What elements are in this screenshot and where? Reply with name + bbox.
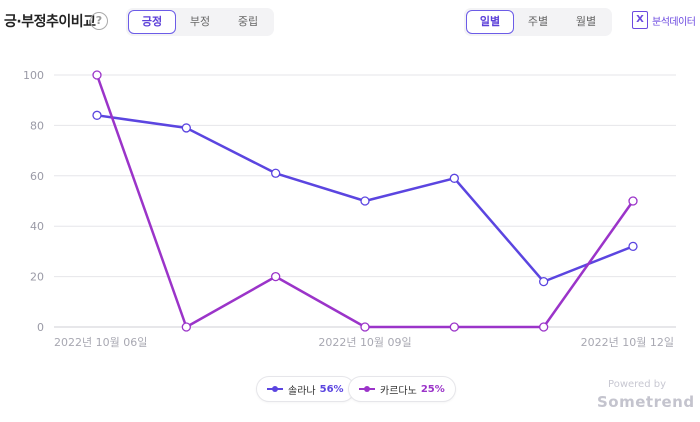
data-point-0-6[interactable] (628, 241, 638, 252)
data-point-1-1[interactable] (181, 322, 191, 332)
data-point-0-2[interactable] (271, 168, 281, 178)
y-tick-label: 60 (30, 170, 44, 183)
legend-marker-solana (267, 386, 283, 392)
export-data-label: 분석데이터 (652, 16, 696, 28)
data-point-1-3[interactable] (360, 322, 370, 332)
legend-label-solana: 솔라나 (288, 385, 316, 397)
legend-item-cardano[interactable]: 카르다노 25% (348, 376, 456, 402)
data-point-0-1[interactable] (181, 123, 191, 133)
x-tick-label: 2022년 10월 09일 (318, 335, 411, 349)
y-tick-label: 20 (30, 271, 44, 284)
data-point-0-0[interactable] (92, 110, 102, 120)
y-tick-label: 40 (30, 220, 44, 233)
data-point-1-6[interactable] (628, 196, 638, 206)
period-tabs: 일별 주별 월별 (464, 8, 612, 36)
brand-logo: Sometrend (597, 393, 695, 411)
legend-share-solana: 56% (319, 383, 344, 395)
y-tick-label: 100 (23, 69, 44, 82)
data-point-1-0[interactable] (92, 70, 102, 80)
y-tick-label: 0 (37, 321, 44, 334)
tab-daily[interactable]: 일별 (466, 10, 514, 34)
export-data-button[interactable]: X 분석데이터 (632, 11, 696, 29)
data-point-0-3[interactable] (360, 196, 370, 206)
x-tick-label: 2022년 10월 12일 (581, 335, 674, 349)
tab-neutral[interactable]: 중립 (237, 15, 259, 28)
data-point-1-4[interactable] (449, 322, 459, 332)
excel-icon: X (632, 11, 648, 29)
data-point-1-5[interactable] (539, 322, 549, 332)
tab-positive[interactable]: 긍정 (128, 10, 176, 34)
tab-monthly[interactable]: 월별 (575, 15, 597, 28)
tab-negative[interactable]: 부정 (189, 15, 211, 28)
legend-share-cardano: 25% (420, 383, 445, 395)
data-point-0-4[interactable] (449, 173, 459, 183)
legend-label-cardano: 카르다노 (380, 385, 417, 397)
powered-by-label: Powered by (608, 379, 666, 390)
tab-weekly[interactable]: 주별 (527, 15, 549, 28)
x-tick-label: 2022년 10월 06일 (54, 335, 147, 349)
legend-item-solana[interactable]: 솔라나 56% (256, 376, 355, 402)
data-point-1-2[interactable] (271, 271, 281, 282)
legend-marker-cardano (359, 386, 375, 392)
sentiment-tabs: 긍정 부정 중립 (126, 8, 274, 36)
data-point-0-5[interactable] (539, 276, 549, 287)
help-icon[interactable]: ? (90, 12, 108, 30)
chart-title: 긍·부정추이비교 (4, 14, 96, 30)
y-tick-label: 80 (30, 119, 44, 132)
